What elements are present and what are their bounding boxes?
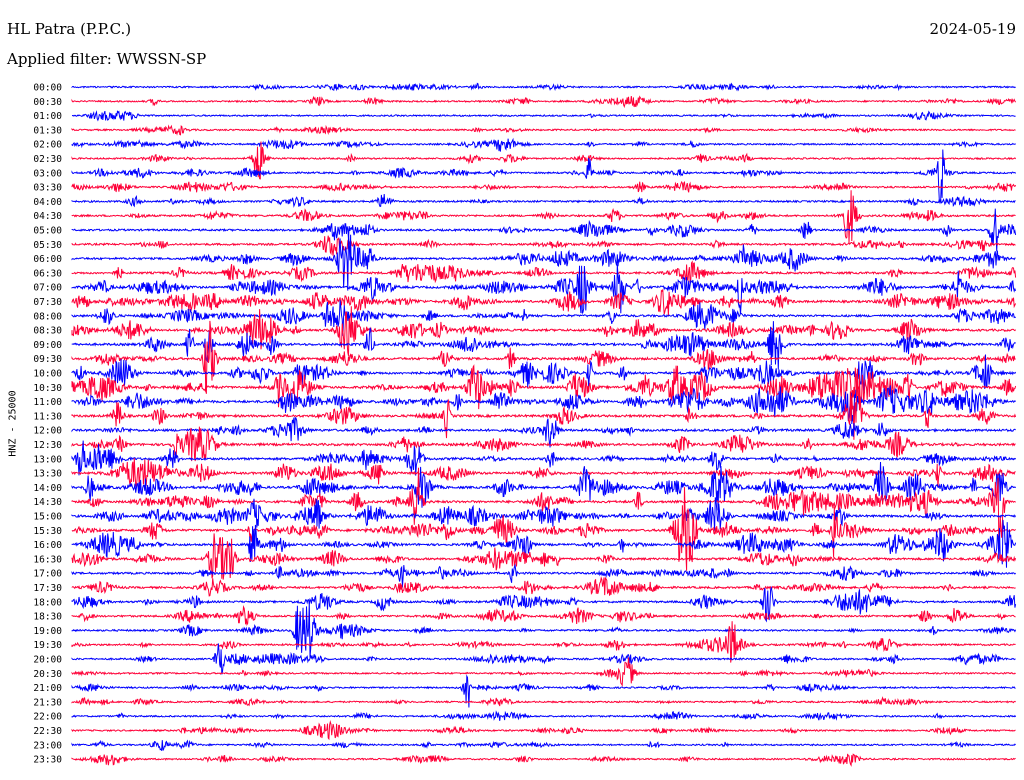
station-title: HL Patra (P.P.C.) <box>7 20 132 38</box>
row-label: 15:00 <box>33 512 62 523</box>
row-label: 11:00 <box>33 397 62 408</box>
seismic-trace <box>71 604 1016 626</box>
seismic-trace <box>71 124 1016 136</box>
row-label: 03:30 <box>33 183 62 194</box>
row-label: 11:30 <box>33 411 62 422</box>
row-label: 10:00 <box>33 369 62 380</box>
seismic-trace <box>71 180 1017 193</box>
seismic-trace <box>71 385 1017 440</box>
row-label: 16:30 <box>33 554 62 565</box>
seismic-trace <box>71 426 1016 462</box>
seismic-trace <box>71 601 1017 658</box>
seismic-trace <box>71 149 1016 205</box>
seismic-trace <box>71 753 1016 767</box>
row-label: 07:30 <box>33 297 62 308</box>
row-label: 05:00 <box>33 226 62 237</box>
seismic-trace <box>71 576 1016 597</box>
row-label: 01:30 <box>33 125 62 136</box>
row-label: 19:30 <box>33 640 62 651</box>
seismic-trace <box>71 739 1016 751</box>
seismic-trace <box>71 461 1017 511</box>
row-label: 23:30 <box>33 755 62 766</box>
row-label: 14:30 <box>33 497 62 508</box>
seismic-trace <box>71 440 1017 476</box>
row-label: 02:30 <box>33 154 62 165</box>
seismic-trace <box>71 208 1017 252</box>
seismic-trace <box>71 264 1017 315</box>
seismic-trace <box>71 95 1017 109</box>
row-label: 06:30 <box>33 268 62 279</box>
seismic-trace <box>71 467 1016 541</box>
seismic-trace <box>71 416 1016 448</box>
seismic-trace <box>71 657 1016 687</box>
row-label: 08:00 <box>33 311 62 322</box>
row-label: 09:30 <box>33 354 62 365</box>
row-label: 20:30 <box>33 669 62 680</box>
seismic-trace <box>71 585 1017 623</box>
date-label: 2024-05-19 <box>929 20 1016 38</box>
row-label: 00:30 <box>33 97 62 108</box>
row-label: 22:00 <box>33 712 62 723</box>
row-label: 00:00 <box>33 83 62 94</box>
seismic-trace <box>71 719 1016 741</box>
row-label: 20:00 <box>33 655 62 666</box>
seismic-trace <box>71 674 1016 708</box>
seismic-trace <box>71 563 1016 588</box>
seismic-trace <box>71 137 1016 152</box>
row-label: 23:00 <box>33 740 62 751</box>
seismic-trace <box>71 497 1017 531</box>
seismic-trace <box>71 289 1017 316</box>
seismic-trace <box>71 457 1016 488</box>
seismic-trace <box>71 110 1016 122</box>
row-label: 13:00 <box>33 454 62 465</box>
row-label: 02:00 <box>33 140 62 151</box>
row-label: 21:30 <box>33 697 62 708</box>
seismic-trace <box>71 487 1016 571</box>
row-label: 14:00 <box>33 483 62 494</box>
seismic-trace <box>71 193 1016 208</box>
row-label: 21:00 <box>33 683 62 694</box>
row-label: 03:00 <box>33 168 62 179</box>
seismic-trace <box>71 621 1016 663</box>
seismic-trace <box>71 82 1016 92</box>
row-label: 04:30 <box>33 211 62 222</box>
row-label: 01:00 <box>33 111 62 122</box>
row-label: 12:00 <box>33 426 62 437</box>
row-label: 19:00 <box>33 626 62 637</box>
seismic-trace <box>71 260 1017 284</box>
row-label: 08:30 <box>33 326 62 337</box>
row-label: 04:00 <box>33 197 62 208</box>
seismic-trace <box>71 321 1016 370</box>
row-label: 09:00 <box>33 340 62 351</box>
row-label: 18:00 <box>33 597 62 608</box>
seismic-trace <box>71 385 1016 425</box>
seismic-trace <box>71 306 1017 357</box>
row-label: 18:30 <box>33 612 62 623</box>
seismic-trace <box>71 235 1016 256</box>
row-label: 16:00 <box>33 540 62 551</box>
row-label: 05:30 <box>33 240 62 251</box>
seismic-trace <box>71 696 1016 707</box>
seismic-trace <box>71 300 1016 336</box>
seismic-trace <box>71 710 1017 721</box>
seismic-trace <box>71 354 1017 394</box>
seismic-trace <box>71 533 1017 580</box>
row-label: 17:00 <box>33 569 62 580</box>
seismic-trace <box>71 232 1016 291</box>
row-label: 15:30 <box>33 526 62 537</box>
row-label: 12:30 <box>33 440 62 451</box>
row-label: 17:30 <box>33 583 62 594</box>
seismic-trace <box>71 141 1017 180</box>
row-label: 06:00 <box>33 254 62 265</box>
seismic-trace <box>71 320 1016 394</box>
row-label: 07:00 <box>33 283 62 294</box>
filter-label: Applied filter: WWSSN-SP <box>7 50 207 68</box>
row-label: 10:30 <box>33 383 62 394</box>
row-label: 22:30 <box>33 726 62 737</box>
row-label: 13:30 <box>33 469 62 480</box>
seismic-trace <box>71 190 1016 243</box>
seismic-trace <box>71 643 1016 675</box>
seismic-trace <box>71 519 1017 568</box>
